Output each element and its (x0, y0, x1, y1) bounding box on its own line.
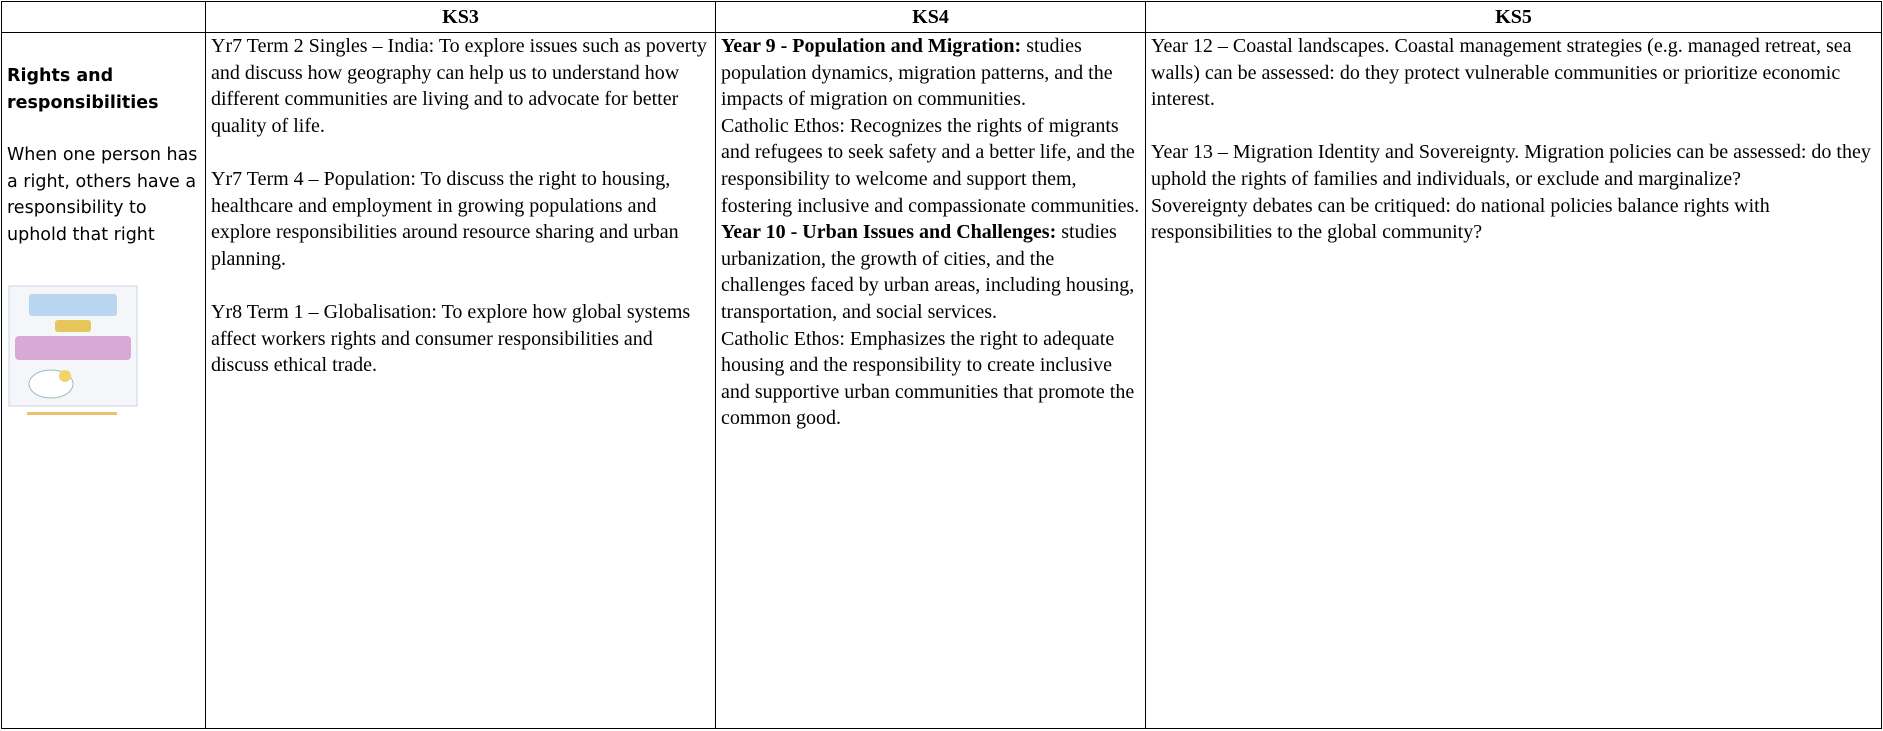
ks4-item: Year 10 - Urban Issues and Challenges: s… (721, 219, 1140, 325)
ks3-item: Yr8 Term 1 – Globalisation: To explore h… (211, 300, 691, 377)
ks3-item: Yr7 Term 2 Singles – India: To explore i… (211, 35, 707, 137)
ks4-heading: Year 9 - Population and Migration: (721, 35, 1022, 57)
dove-head (59, 370, 71, 382)
poster-band (15, 336, 131, 360)
body-row: Rights and responsibilities When one per… (1, 32, 1882, 729)
ks5-item: Year 13 – Migration Identity and Soverei… (1151, 141, 1871, 190)
ks4-ethos: Catholic Ethos: Emphasizes the right to … (721, 327, 1135, 430)
poster-band (29, 294, 117, 316)
ks4-item: Year 9 - Population and Migration: studi… (721, 33, 1140, 113)
ks4-ethos: Catholic Ethos: Recognizes the rights of… (721, 114, 1140, 217)
poster-base (27, 412, 117, 415)
header-row: KS3 KS4 KS5 (1, 1, 1882, 33)
ks4-text: studies population dynamics, migration p… (721, 35, 1113, 111)
ks5-cell: Year 12 – Coastal landscapes. Coastal ma… (1145, 32, 1882, 729)
rights-image (8, 285, 138, 415)
ks4-heading: Year 10 - Urban Issues and Challenges: (721, 221, 1057, 244)
ks4-cell: Year 9 - Population and Migration: studi… (715, 32, 1146, 729)
header-cell (1, 1, 206, 33)
ks4-text: studies urbanization, the growth of citi… (721, 221, 1135, 323)
ks5-item: Sovereignty debates can be critiqued: do… (1151, 194, 1770, 244)
ks3-item: Yr7 Term 4 – Population: To discuss the … (211, 167, 679, 270)
topic-description: When one person has a right, others have… (7, 145, 198, 245)
topic-cell: Rights and responsibilities When one per… (1, 32, 206, 729)
poster-band (55, 320, 91, 332)
ks5-item: Year 12 – Coastal landscapes. Coastal ma… (1151, 35, 1852, 111)
topic-title: Rights and responsibilities (7, 66, 159, 113)
ks3-cell: Yr7 Term 2 Singles – India: To explore i… (205, 32, 716, 729)
header-cell: KS4 (715, 1, 1146, 33)
header-cell: KS5 (1145, 1, 1882, 33)
header-cell: KS3 (205, 1, 716, 33)
